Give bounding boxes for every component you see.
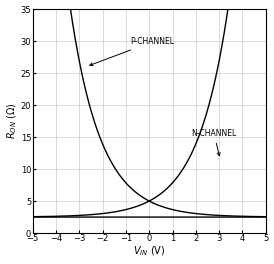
Text: P-CHANNEL: P-CHANNEL — [90, 37, 175, 66]
X-axis label: $V_{IN}$ (V): $V_{IN}$ (V) — [133, 245, 165, 258]
Y-axis label: $R_{ON}$ ($\Omega$): $R_{ON}$ ($\Omega$) — [5, 103, 19, 139]
Text: N-CHANNEL: N-CHANNEL — [191, 129, 236, 156]
